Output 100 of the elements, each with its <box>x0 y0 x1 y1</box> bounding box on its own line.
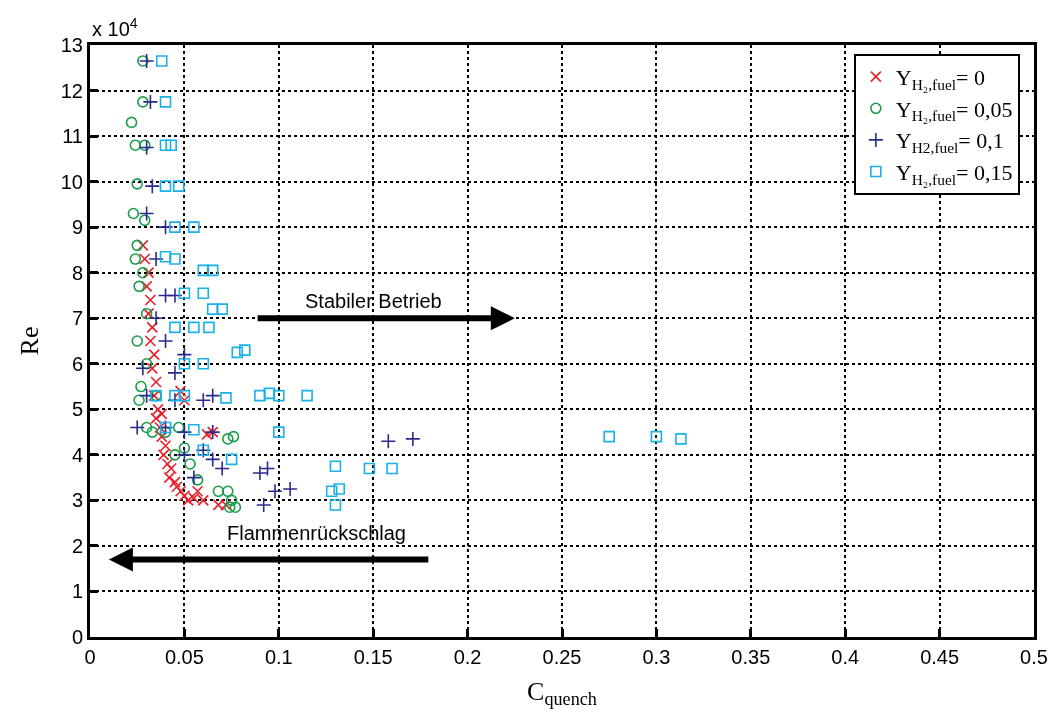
x-tick-label: 0.1 <box>264 646 293 668</box>
point <box>333 483 346 495</box>
point <box>138 139 151 151</box>
point <box>188 424 200 436</box>
point <box>204 387 221 404</box>
point <box>178 287 191 299</box>
point <box>129 253 142 265</box>
point <box>148 310 164 327</box>
point <box>159 139 172 151</box>
point <box>176 447 193 463</box>
point <box>169 476 181 488</box>
point <box>178 357 191 370</box>
y-tick-label: 11 <box>62 125 83 148</box>
point <box>159 96 172 108</box>
point <box>140 421 153 434</box>
point <box>152 403 164 416</box>
point <box>174 385 187 397</box>
point <box>157 449 170 461</box>
point <box>138 387 155 404</box>
point <box>142 266 155 279</box>
point <box>172 421 185 434</box>
x-tick-label: 0.4 <box>831 646 860 668</box>
point <box>131 178 143 190</box>
point <box>146 426 159 438</box>
point <box>188 221 200 233</box>
text: x 10$^{4}$ <box>92 15 138 41</box>
point <box>142 94 159 110</box>
point <box>171 480 183 493</box>
point <box>363 462 376 475</box>
point <box>154 421 166 434</box>
point <box>239 344 251 356</box>
x-tick-label: 0.2 <box>453 646 482 668</box>
point <box>159 426 172 438</box>
y-tick-label: 12 <box>60 79 83 102</box>
point <box>167 365 183 381</box>
point <box>197 264 210 277</box>
point <box>167 287 183 304</box>
point <box>225 494 238 507</box>
point <box>267 483 283 500</box>
y-tick-label: 4 <box>71 443 83 466</box>
point <box>148 348 160 361</box>
point <box>301 389 313 402</box>
point <box>144 335 157 347</box>
point <box>188 321 200 334</box>
point <box>178 389 191 402</box>
point <box>137 266 149 279</box>
point <box>135 360 151 377</box>
x-tick-label: 0.15 <box>353 646 393 668</box>
y-tick-label: 10 <box>60 170 83 193</box>
y-tick-label: 13 <box>60 34 83 56</box>
legend-label: Y$_{H₂,fuel}$= 0 <box>895 65 985 93</box>
x-tick-label: 0.05 <box>164 646 204 668</box>
point <box>146 362 159 375</box>
y-tick-label: 6 <box>71 352 83 375</box>
point <box>169 321 181 334</box>
point <box>675 433 687 445</box>
y-tick-label: 2 <box>71 534 83 557</box>
point <box>131 239 143 252</box>
point <box>197 287 210 299</box>
point <box>229 501 242 514</box>
point <box>282 481 298 497</box>
point <box>157 333 174 349</box>
x-tick-label: 0.3 <box>642 646 671 668</box>
x-tick-label: 0.45 <box>920 646 960 668</box>
point <box>137 96 149 108</box>
point <box>150 376 162 388</box>
point <box>186 469 202 486</box>
point <box>231 346 244 359</box>
point <box>263 387 276 400</box>
point <box>140 357 153 370</box>
point <box>138 53 155 69</box>
point <box>176 346 193 363</box>
point <box>169 389 181 402</box>
point <box>148 251 164 267</box>
point <box>159 250 172 263</box>
annotation: Flammenrückschlag <box>227 522 406 544</box>
y-tick-label: 0 <box>71 626 83 648</box>
point <box>127 207 140 220</box>
point <box>138 205 155 222</box>
legend-label: Y$_{H₂,fuel}$= 0,05 <box>895 96 1013 125</box>
point <box>155 430 168 443</box>
point <box>206 264 219 277</box>
point <box>169 449 181 461</box>
point <box>178 394 191 406</box>
point <box>650 430 663 443</box>
point <box>380 433 397 449</box>
point <box>191 474 204 486</box>
point <box>227 430 240 443</box>
point <box>222 433 234 445</box>
point <box>603 430 615 443</box>
point <box>172 180 185 192</box>
point <box>405 431 421 447</box>
point <box>222 485 234 498</box>
y-tick-label: 8 <box>71 261 83 284</box>
point <box>144 294 157 306</box>
point <box>140 280 153 293</box>
y-tick-label: 3 <box>71 489 83 512</box>
point <box>329 460 342 473</box>
x-axis-title: C$_{quench}$ <box>527 676 597 710</box>
legend-label: Y$_{H2,fuel}$= 0,1 <box>895 128 1004 157</box>
